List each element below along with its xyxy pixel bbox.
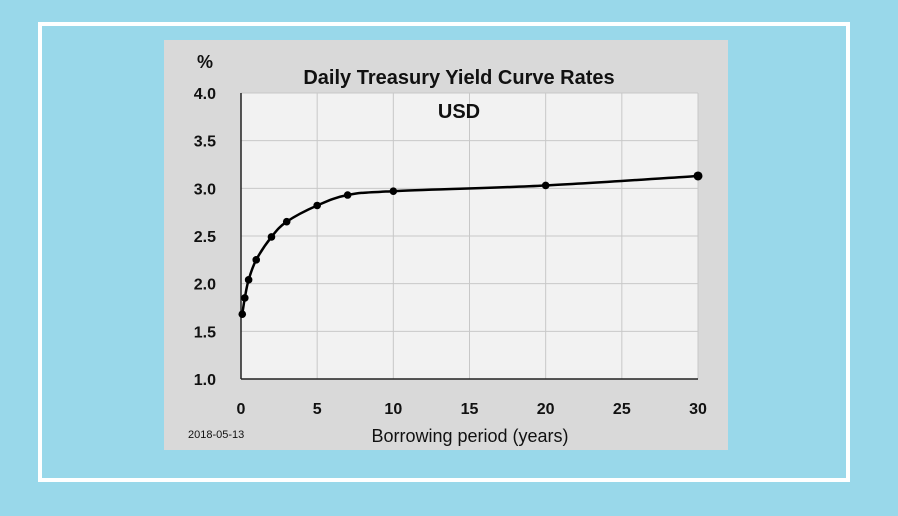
data-point	[313, 201, 321, 210]
chart-title: Daily Treasury Yield Curve Rates	[303, 67, 614, 89]
x-tick-label: 5	[313, 401, 322, 418]
data-point	[693, 171, 703, 181]
x-tick-label: 30	[689, 401, 707, 418]
y-tick-label: 1.0	[194, 372, 216, 389]
data-point	[267, 233, 276, 241]
data-point	[389, 187, 398, 195]
chart-subtitle: USD	[438, 101, 480, 123]
data-point	[241, 294, 249, 302]
data-point	[282, 217, 291, 226]
date-label: 2018-05-13	[188, 429, 244, 441]
y-tick-label: 4.0	[194, 86, 216, 103]
x-tick-label: 10	[384, 401, 402, 418]
x-tick-label: 25	[613, 401, 631, 418]
data-point	[252, 256, 261, 264]
y-tick-label: 2.0	[194, 277, 216, 294]
y-axis-unit: %	[197, 52, 213, 72]
x-tick-label: 20	[537, 401, 555, 418]
y-tick-label: 2.5	[194, 229, 216, 246]
x-axis-label: Borrowing period (years)	[371, 426, 568, 446]
y-tick-label: 3.0	[194, 181, 216, 198]
x-tick-label: 15	[461, 401, 479, 418]
data-point	[238, 310, 247, 318]
data-points	[238, 171, 703, 318]
y-tick-label: 3.5	[194, 134, 216, 151]
data-point	[244, 276, 253, 284]
axis-lines	[240, 93, 698, 380]
y-tick-label: 1.5	[194, 324, 216, 341]
x-tick-labels: 0 5 10 15 20 25 30	[237, 401, 707, 418]
x-tick-label: 0	[237, 401, 246, 418]
data-point	[541, 181, 550, 190]
outer-frame	[38, 22, 850, 482]
data-point	[343, 191, 352, 199]
y-tick-labels: 1.0 1.5 2.0 2.5 3.0 3.5 4.0	[194, 86, 216, 389]
grid-lines	[240, 92, 699, 380]
